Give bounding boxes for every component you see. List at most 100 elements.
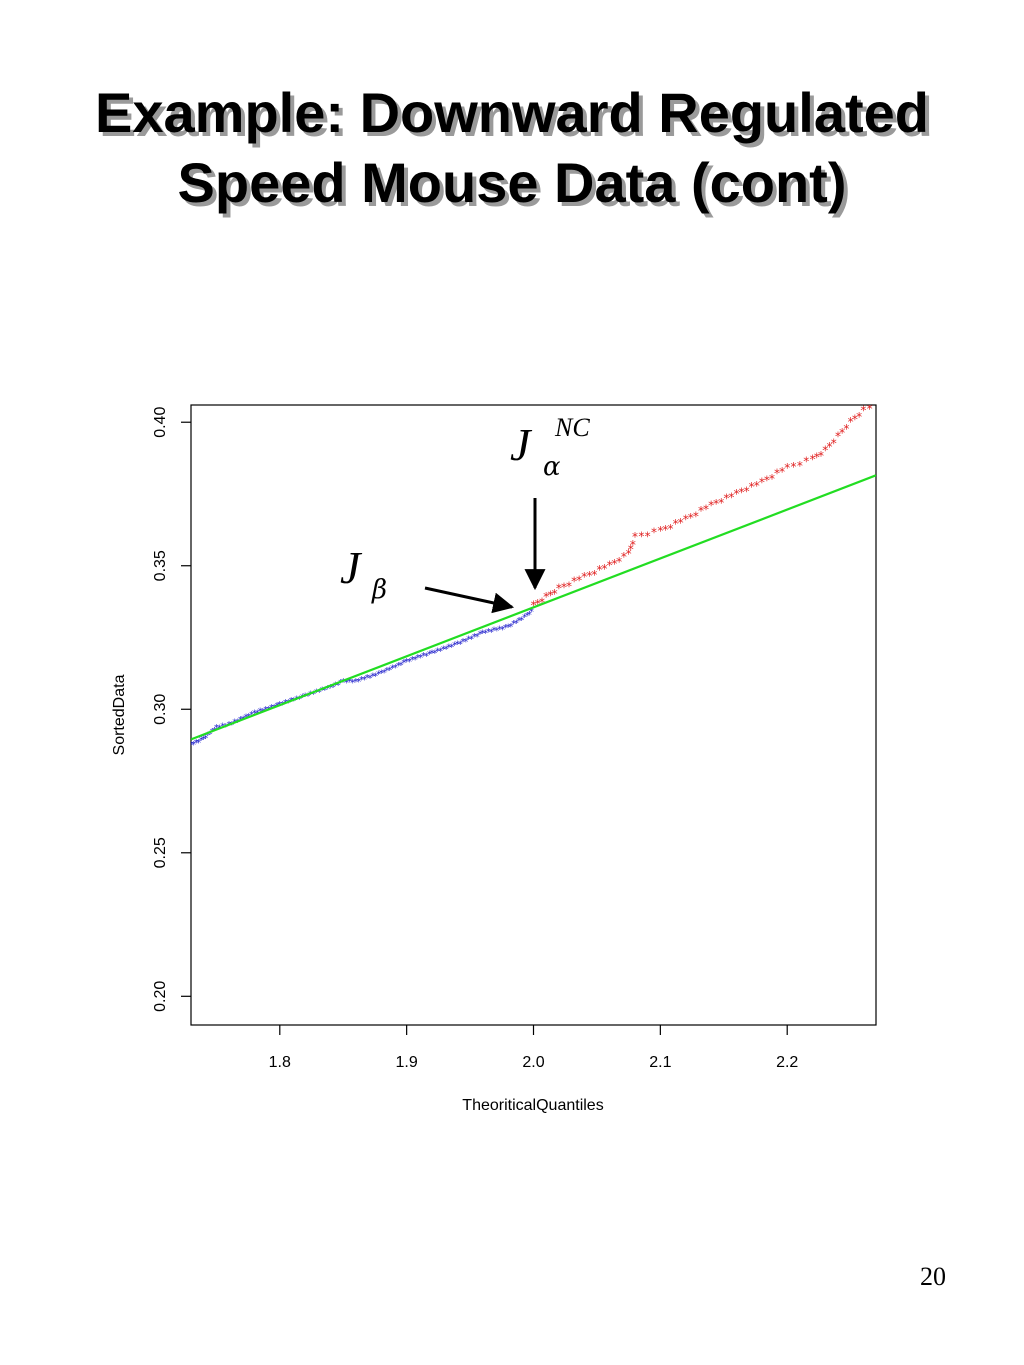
j-beta-sub: β: [371, 575, 387, 605]
data-point: *: [401, 658, 406, 669]
data-point: *: [764, 474, 770, 488]
data-point: *: [856, 410, 862, 424]
data-point: *: [703, 502, 709, 516]
data-point: *: [322, 686, 327, 697]
x-tick-label: 2.0: [522, 1054, 544, 1071]
data-point: *: [566, 579, 572, 593]
page-number: 20: [920, 1262, 946, 1291]
data-point: *: [472, 632, 477, 643]
data-point: *: [839, 426, 845, 440]
data-point: *: [435, 646, 440, 657]
data-point: *: [531, 599, 537, 613]
data-point: *: [291, 696, 296, 707]
data-point: *: [376, 669, 381, 680]
data-point: *: [525, 611, 530, 622]
data-point: *: [519, 615, 524, 626]
data-point: *: [194, 738, 199, 749]
data-point: *: [458, 639, 463, 650]
y-tick-label: 0.35: [152, 550, 169, 581]
data-point: *: [223, 722, 228, 733]
data-point: *: [718, 496, 724, 510]
data-point: *: [602, 562, 608, 576]
data-point: *: [189, 740, 194, 751]
data-point: *: [489, 627, 494, 638]
data-point: *: [514, 619, 519, 630]
data-point: *: [494, 626, 499, 637]
data-point: *: [576, 574, 582, 588]
data-point: *: [733, 487, 739, 501]
data-point: *: [452, 641, 457, 652]
y-axis-label: SortedData: [111, 674, 128, 755]
data-point: *: [713, 497, 719, 511]
data-point: *: [373, 671, 378, 682]
data-point: *: [769, 472, 775, 486]
data-point: *: [723, 491, 729, 505]
x-tick-label: 1.9: [396, 1054, 418, 1071]
data-point: *: [475, 632, 480, 643]
data-point: *: [344, 678, 349, 689]
data-point: *: [191, 740, 196, 751]
data-point: *: [678, 516, 684, 530]
data-point: *: [673, 517, 679, 531]
data-point: *: [203, 734, 208, 745]
data-point: *: [749, 480, 755, 494]
data-point: *: [552, 587, 558, 601]
data-point: *: [303, 691, 308, 702]
data-points: ********** * ** * * *************************…: [189, 405, 873, 751]
data-point: *: [463, 637, 468, 648]
data-point: *: [698, 504, 704, 518]
data-point: *: [413, 655, 418, 666]
data-point: *: [438, 646, 443, 657]
j-alpha-sup: NC: [554, 413, 590, 442]
data-point: *: [286, 698, 291, 709]
y-tick-label: 0.25: [152, 837, 169, 868]
data-point: *: [379, 668, 384, 679]
data-point: *: [424, 651, 429, 662]
data-point: *: [308, 689, 313, 700]
data-point: *: [325, 684, 330, 695]
data-point: *: [320, 686, 325, 697]
data-point: *: [477, 630, 482, 641]
data-point: *: [517, 616, 522, 627]
j-beta-annotation: J β: [340, 542, 387, 605]
data-point: *: [848, 415, 854, 429]
data-point: *: [347, 677, 352, 688]
data-point: *: [229, 720, 234, 731]
j-alpha-sub: α: [543, 452, 561, 482]
data-point: *: [427, 649, 432, 660]
data-point: *: [356, 677, 361, 688]
data-point: *: [390, 663, 395, 674]
data-point: *: [396, 661, 401, 672]
data-point: *: [317, 688, 322, 699]
data-point: *: [511, 619, 516, 630]
data-point: *: [596, 563, 602, 577]
data-point: *: [539, 595, 545, 609]
svg-text:J: J: [510, 419, 533, 470]
data-point: *: [280, 700, 285, 711]
data-point: *: [199, 736, 204, 747]
data-point: *: [657, 524, 663, 538]
data-point: *: [341, 677, 346, 688]
data-point: *: [529, 607, 534, 618]
data-point: *: [407, 657, 412, 668]
fit-line: [191, 474, 876, 741]
data-point: *: [797, 459, 803, 473]
x-axis-label: TheoriticalQuantiles: [462, 1097, 603, 1114]
slide-title: Example: Downward Regulated Speed Mouse …: [0, 78, 1024, 218]
data-point: *: [208, 730, 213, 741]
data-point: *: [527, 610, 532, 621]
data-point: *: [535, 597, 541, 611]
data-point: *: [774, 467, 780, 481]
data-point: *: [503, 623, 508, 634]
data-point: *: [492, 626, 497, 637]
data-point: *: [201, 734, 206, 745]
data-point: *: [300, 692, 305, 703]
data-point: *: [384, 666, 389, 677]
data-point: *: [368, 673, 373, 684]
data-point: *: [370, 671, 375, 682]
data-point: *: [744, 485, 750, 499]
data-point: *: [441, 645, 446, 656]
data-point: *: [305, 691, 310, 702]
y-tick-label: 0.20: [152, 981, 169, 1012]
